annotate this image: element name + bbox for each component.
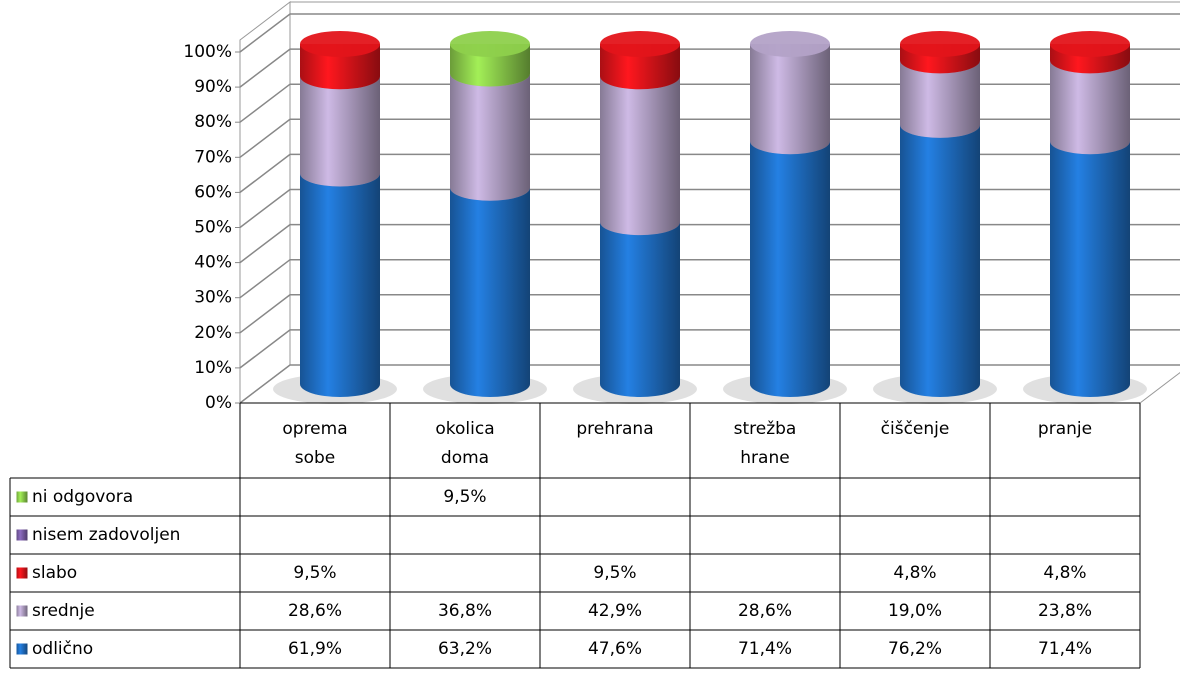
table-value: 28,6% [288,601,342,621]
table-value: 28,6% [738,601,792,621]
segment-top [600,31,680,57]
legend-label: srednje [32,601,95,621]
table-value: 36,8% [438,601,492,621]
legend-label: odlično [32,639,93,659]
y-tick-label: 70% [194,147,232,167]
table-value: 71,4% [1038,639,1092,659]
y-tick-label: 20% [194,323,232,343]
x-tick-label: strežba hrane [734,419,797,468]
segment-body [750,44,830,155]
segment-body [600,76,680,236]
grid-line [239,83,1180,123]
cylinder-segment [1050,31,1130,74]
legend-label: slabo [32,563,77,583]
grid-line [239,294,1180,334]
legend-swatch [15,642,29,656]
grid-line [239,364,1180,404]
y-tick-label: 30% [194,288,232,308]
x-tick-label: okolica doma [435,419,494,468]
y-tick-label: 60% [194,182,232,202]
segment-top [300,31,380,57]
legend-swatch [15,490,29,504]
grid-line [239,118,1180,158]
y-tick-label: 80% [194,112,232,132]
legend-label: ni odgovora [32,487,133,507]
segment-top [900,31,980,57]
table-value: 9,5% [593,563,636,583]
table-value: 4,8% [1043,563,1086,583]
table-value: 19,0% [888,601,942,621]
segment-body [450,187,530,397]
table-value: 76,2% [888,639,942,659]
table-value: 9,5% [443,487,486,507]
segment-body [1050,141,1130,397]
legend-swatch [15,528,29,542]
y-tick-label: 0% [205,393,232,413]
segment-body [600,44,680,90]
grid-line [239,223,1180,264]
table-value: 42,9% [588,601,642,621]
legend-label: nisem zadovoljen [32,525,180,545]
y-tick-label: 100% [183,42,232,62]
segment-body [300,44,380,90]
table-value: 61,9% [288,639,342,659]
x-tick-label: oprema sobe [282,419,347,468]
segment-body [1050,60,1130,155]
grid-line [239,329,1180,369]
segment-top [1050,31,1130,57]
segment-top [450,31,530,57]
y-tick-label: 10% [194,358,232,378]
segment-body [300,173,380,397]
segment-body [750,141,830,397]
segment-body [900,60,980,138]
x-tick-label: prehrana [576,419,653,439]
cylinder-segment [1050,128,1130,397]
cylinder-segment [300,160,380,397]
table-value: 23,8% [1038,601,1092,621]
side-wall [239,0,291,405]
table-value: 47,6% [588,639,642,659]
cylinder-segment [600,209,680,397]
x-tick-label: pranje [1038,419,1092,439]
grid-line [239,188,1180,229]
cylinder-segment [750,128,830,397]
y-tick-label: 40% [194,253,232,273]
segment-body [300,76,380,187]
table-value: 4,8% [893,563,936,583]
x-tick-label: čiščenje [881,419,950,439]
grid-line [239,48,1180,88]
cylinder-segment [450,174,530,397]
legend-swatch [15,604,29,618]
table-value: 63,2% [438,639,492,659]
cylinder-segment [900,111,980,398]
segment-body [900,124,980,398]
y-tick-label: 90% [194,77,232,97]
cylinder-segment [900,31,980,74]
table-value: 71,4% [738,639,792,659]
cylinder-segment [750,31,830,155]
cylinder-segment [600,31,680,90]
grid-line [239,13,1180,53]
legend-swatch [15,566,29,580]
segment-body [600,222,680,397]
table-value: 9,5% [293,563,336,583]
back-wall [290,1,1180,366]
cylinder-segment [450,31,530,87]
grid-line [239,258,1180,299]
segment-top [750,31,830,57]
cylinder-segment [300,31,380,90]
grid-line [239,153,1180,193]
y-tick-label: 50% [194,218,232,238]
segment-body [450,73,530,201]
